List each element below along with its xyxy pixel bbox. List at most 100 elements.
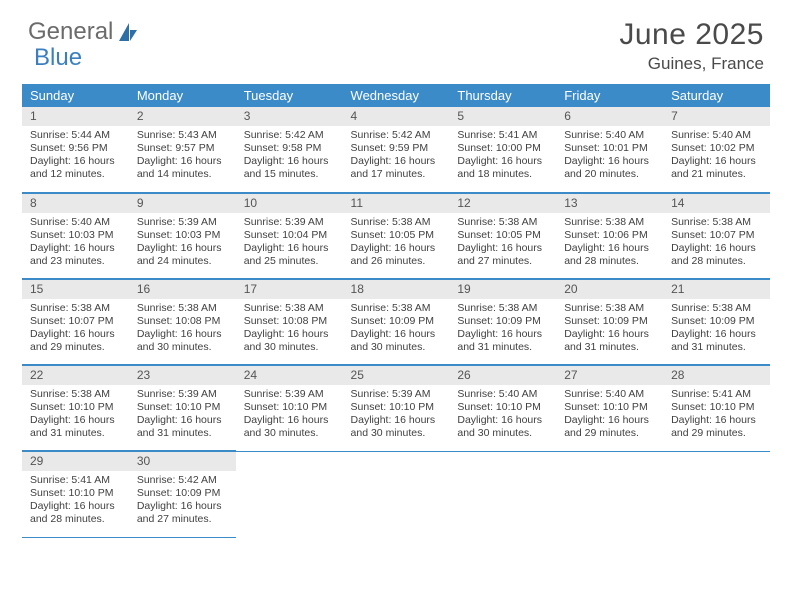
- sunrise-line: Sunrise: 5:40 AM: [30, 216, 125, 229]
- sunrise-line: Sunrise: 5:38 AM: [30, 388, 125, 401]
- calendar-cell: 22Sunrise: 5:38 AMSunset: 10:10 PMDaylig…: [22, 365, 129, 451]
- daylight-line: Daylight: 16 hours and 30 minutes.: [137, 328, 232, 354]
- day-number: 13: [556, 194, 663, 213]
- weekday-header: Friday: [556, 84, 663, 107]
- calendar-cell: [556, 451, 663, 537]
- sunrise-line: Sunrise: 5:42 AM: [244, 129, 339, 142]
- sunset-line: Sunset: 10:10 PM: [351, 401, 446, 414]
- logo: General: [28, 18, 141, 46]
- day-number: 26: [449, 366, 556, 385]
- daylight-line: Daylight: 16 hours and 17 minutes.: [351, 155, 446, 181]
- sunset-line: Sunset: 10:04 PM: [244, 229, 339, 242]
- day-number: 3: [236, 107, 343, 126]
- calendar-cell: 28Sunrise: 5:41 AMSunset: 10:10 PMDaylig…: [663, 365, 770, 451]
- sunset-line: Sunset: 10:10 PM: [564, 401, 659, 414]
- calendar-cell: 6Sunrise: 5:40 AMSunset: 10:01 PMDayligh…: [556, 107, 663, 193]
- day-body: Sunrise: 5:40 AMSunset: 10:03 PMDaylight…: [22, 213, 129, 272]
- sunset-line: Sunset: 10:10 PM: [30, 401, 125, 414]
- weekday-header: Thursday: [449, 84, 556, 107]
- calendar-cell: 10Sunrise: 5:39 AMSunset: 10:04 PMDaylig…: [236, 193, 343, 279]
- calendar-cell: 15Sunrise: 5:38 AMSunset: 10:07 PMDaylig…: [22, 279, 129, 365]
- day-number: 4: [343, 107, 450, 126]
- calendar-cell: 26Sunrise: 5:40 AMSunset: 10:10 PMDaylig…: [449, 365, 556, 451]
- sunset-line: Sunset: 9:56 PM: [30, 142, 125, 155]
- calendar-cell: 8Sunrise: 5:40 AMSunset: 10:03 PMDayligh…: [22, 193, 129, 279]
- sunrise-line: Sunrise: 5:39 AM: [137, 216, 232, 229]
- daylight-line: Daylight: 16 hours and 30 minutes.: [244, 328, 339, 354]
- sunset-line: Sunset: 10:08 PM: [137, 315, 232, 328]
- daylight-line: Daylight: 16 hours and 31 minutes.: [457, 328, 552, 354]
- day-number: 1: [22, 107, 129, 126]
- daylight-line: Daylight: 16 hours and 21 minutes.: [671, 155, 766, 181]
- day-number: 6: [556, 107, 663, 126]
- day-body: Sunrise: 5:38 AMSunset: 10:05 PMDaylight…: [449, 213, 556, 272]
- day-number: 23: [129, 366, 236, 385]
- weekday-header: Wednesday: [343, 84, 450, 107]
- day-body: Sunrise: 5:38 AMSunset: 10:06 PMDaylight…: [556, 213, 663, 272]
- calendar-cell: 20Sunrise: 5:38 AMSunset: 10:09 PMDaylig…: [556, 279, 663, 365]
- daylight-line: Daylight: 16 hours and 12 minutes.: [30, 155, 125, 181]
- sunrise-line: Sunrise: 5:38 AM: [457, 216, 552, 229]
- sunrise-line: Sunrise: 5:39 AM: [137, 388, 232, 401]
- daylight-line: Daylight: 16 hours and 30 minutes.: [244, 414, 339, 440]
- day-body: Sunrise: 5:38 AMSunset: 10:07 PMDaylight…: [22, 299, 129, 358]
- daylight-line: Daylight: 16 hours and 14 minutes.: [137, 155, 232, 181]
- sunset-line: Sunset: 9:57 PM: [137, 142, 232, 155]
- sunrise-line: Sunrise: 5:38 AM: [137, 302, 232, 315]
- sunrise-line: Sunrise: 5:38 AM: [30, 302, 125, 315]
- sunrise-line: Sunrise: 5:41 AM: [457, 129, 552, 142]
- day-body: Sunrise: 5:43 AMSunset: 9:57 PMDaylight:…: [129, 126, 236, 185]
- day-body: Sunrise: 5:40 AMSunset: 10:10 PMDaylight…: [449, 385, 556, 444]
- sunrise-line: Sunrise: 5:38 AM: [351, 216, 446, 229]
- day-number: 9: [129, 194, 236, 213]
- logo-word-2: Blue: [34, 44, 82, 71]
- sunrise-line: Sunrise: 5:38 AM: [671, 302, 766, 315]
- sunset-line: Sunset: 9:58 PM: [244, 142, 339, 155]
- sunset-line: Sunset: 10:10 PM: [457, 401, 552, 414]
- sunrise-line: Sunrise: 5:40 AM: [457, 388, 552, 401]
- sunset-line: Sunset: 10:06 PM: [564, 229, 659, 242]
- calendar-cell: 9Sunrise: 5:39 AMSunset: 10:03 PMDayligh…: [129, 193, 236, 279]
- calendar-cell: 24Sunrise: 5:39 AMSunset: 10:10 PMDaylig…: [236, 365, 343, 451]
- day-body: Sunrise: 5:41 AMSunset: 10:10 PMDaylight…: [22, 471, 129, 530]
- daylight-line: Daylight: 16 hours and 31 minutes.: [671, 328, 766, 354]
- calendar-cell: 29Sunrise: 5:41 AMSunset: 10:10 PMDaylig…: [22, 451, 129, 537]
- sunset-line: Sunset: 10:10 PM: [137, 401, 232, 414]
- calendar-cell: 7Sunrise: 5:40 AMSunset: 10:02 PMDayligh…: [663, 107, 770, 193]
- calendar-cell: 27Sunrise: 5:40 AMSunset: 10:10 PMDaylig…: [556, 365, 663, 451]
- day-body: Sunrise: 5:42 AMSunset: 9:58 PMDaylight:…: [236, 126, 343, 185]
- day-number: 28: [663, 366, 770, 385]
- day-body: Sunrise: 5:38 AMSunset: 10:10 PMDaylight…: [22, 385, 129, 444]
- calendar-cell: [663, 451, 770, 537]
- day-body: Sunrise: 5:39 AMSunset: 10:10 PMDaylight…: [343, 385, 450, 444]
- weekday-header: Tuesday: [236, 84, 343, 107]
- daylight-line: Daylight: 16 hours and 20 minutes.: [564, 155, 659, 181]
- sunrise-line: Sunrise: 5:40 AM: [564, 388, 659, 401]
- sunset-line: Sunset: 10:07 PM: [30, 315, 125, 328]
- day-body: Sunrise: 5:38 AMSunset: 10:09 PMDaylight…: [343, 299, 450, 358]
- day-number: 25: [343, 366, 450, 385]
- calendar-header-row: SundayMondayTuesdayWednesdayThursdayFrid…: [22, 84, 770, 107]
- sunrise-line: Sunrise: 5:38 AM: [351, 302, 446, 315]
- sunset-line: Sunset: 10:05 PM: [351, 229, 446, 242]
- page-title: June 2025: [619, 18, 764, 52]
- daylight-line: Daylight: 16 hours and 29 minutes.: [671, 414, 766, 440]
- daylight-line: Daylight: 16 hours and 28 minutes.: [671, 242, 766, 268]
- day-body: Sunrise: 5:39 AMSunset: 10:03 PMDaylight…: [129, 213, 236, 272]
- sunrise-line: Sunrise: 5:38 AM: [244, 302, 339, 315]
- day-number: 12: [449, 194, 556, 213]
- daylight-line: Daylight: 16 hours and 30 minutes.: [351, 328, 446, 354]
- day-body: Sunrise: 5:38 AMSunset: 10:08 PMDaylight…: [129, 299, 236, 358]
- logo-word-1: General: [28, 18, 113, 46]
- daylight-line: Daylight: 16 hours and 18 minutes.: [457, 155, 552, 181]
- calendar-cell: [343, 451, 450, 537]
- calendar-cell: 25Sunrise: 5:39 AMSunset: 10:10 PMDaylig…: [343, 365, 450, 451]
- day-number: 10: [236, 194, 343, 213]
- day-number: 19: [449, 280, 556, 299]
- sunrise-line: Sunrise: 5:42 AM: [137, 474, 232, 487]
- sunrise-line: Sunrise: 5:38 AM: [564, 216, 659, 229]
- sunrise-line: Sunrise: 5:42 AM: [351, 129, 446, 142]
- title-block: June 2025 Guines, France: [619, 18, 764, 74]
- sail-icon: [117, 21, 139, 43]
- daylight-line: Daylight: 16 hours and 30 minutes.: [457, 414, 552, 440]
